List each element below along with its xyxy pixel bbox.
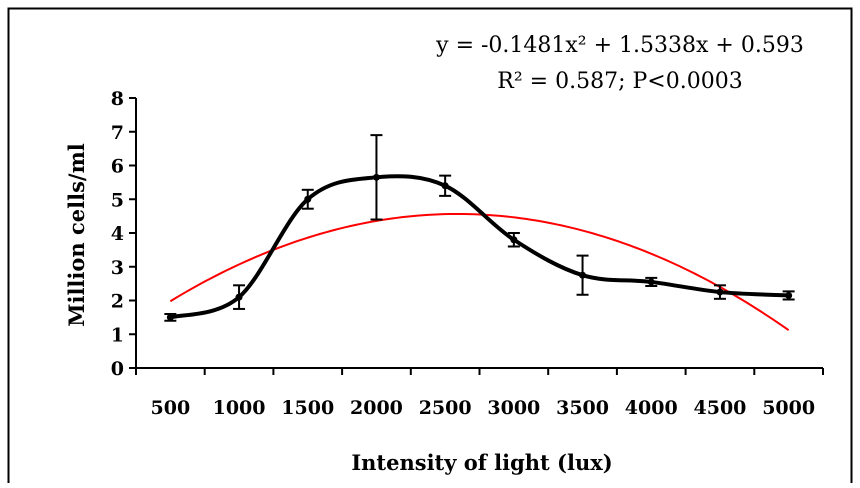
y-axis: 0 1 2 3 4 5 6 7 8	[111, 88, 137, 380]
data-point	[441, 182, 449, 190]
y-tick-label: 1	[111, 324, 124, 346]
data-point	[166, 313, 174, 321]
equation-annotation: y = -0.1481x² + 1.5338x + 0.593	[435, 33, 804, 58]
data-point	[510, 236, 518, 244]
x-axis: 500 1000 1500 2000 2500 3000 3500 4000 4500 5000	[135, 367, 824, 419]
y-tick-label: 5	[111, 189, 124, 211]
data-point	[716, 288, 724, 296]
y-axis-title: Million cells/ml	[64, 143, 89, 327]
x-tick-label: 3500	[556, 397, 609, 419]
y-tick-label: 8	[111, 88, 124, 110]
series-group	[169, 174, 789, 320]
x-tick-label: 500	[151, 397, 191, 419]
series-line	[169, 174, 789, 320]
x-axis-title: Intensity of light (lux)	[351, 450, 612, 475]
data-point	[372, 173, 380, 181]
data-point	[304, 195, 312, 203]
y-tick-label: 3	[111, 257, 124, 279]
data-points-group	[166, 173, 793, 321]
x-tick-label: 5000	[762, 397, 815, 419]
y-tick-label: 2	[111, 291, 124, 313]
data-point	[785, 291, 793, 299]
x-tick-label: 1500	[281, 397, 334, 419]
x-tick-label: 2000	[350, 397, 403, 419]
data-point	[647, 278, 655, 286]
stats-annotation: R² = 0.587; P<0.0003	[497, 69, 742, 94]
x-tick-label: 4500	[694, 397, 747, 419]
y-tick-label: 4	[111, 223, 124, 245]
data-point	[579, 271, 587, 279]
data-point	[235, 293, 243, 301]
y-tick-label: 0	[111, 358, 124, 380]
y-tick-label: 6	[111, 156, 124, 178]
x-tick-label: 1000	[213, 397, 266, 419]
chart-border	[7, 7, 853, 488]
y-tick-label: 7	[111, 122, 124, 144]
x-tick-label: 3000	[487, 397, 540, 419]
x-tick-label: 4000	[625, 397, 678, 419]
x-tick-label: 2500	[419, 397, 472, 419]
